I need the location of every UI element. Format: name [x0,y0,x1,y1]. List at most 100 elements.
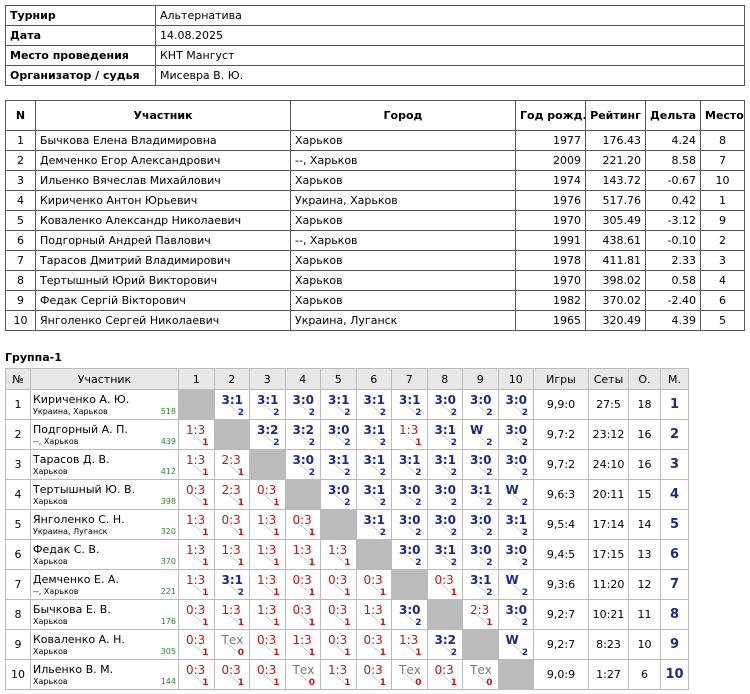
match-points: 2 [450,468,457,478]
cell: 8 [5,270,36,291]
match-points: 1 [273,678,280,688]
match-points: 2 [521,648,528,658]
score: 3:0 [470,513,492,527]
info-value: 14.08.2025 [155,25,745,46]
column-header: 2 [213,368,250,390]
match-points: 2 [308,438,315,448]
match-points: 0 [486,678,493,688]
info-label: Турнир [5,5,156,26]
cell: 5 [5,210,36,231]
score: 1:3 [257,513,277,527]
match-points: 1 [273,588,280,598]
match-points: 2 [486,498,493,508]
result-cell: Тех 0 [462,659,499,690]
diagonal-cell [178,389,215,420]
match-points: 2 [450,498,457,508]
diagonal-cell [355,539,392,570]
result-cell: 3:0 2 [426,479,463,510]
score: 0:3 [186,633,206,647]
cell: 221.20 [585,150,646,171]
score: 3:0 [434,513,457,527]
match-points: 2 [415,468,422,478]
score: 0:3 [221,663,241,677]
score: 1:3 [186,423,206,437]
match-points: 1 [379,648,386,658]
points: 16 [628,449,661,480]
cell: 8.58 [645,150,701,171]
score: Тех [292,663,315,677]
column-header: 1 [178,368,215,390]
match-points: 1 [450,588,457,598]
result-cell: 3:1 2 [426,449,463,480]
participant-row: 2 Демченко Егор Александрович --, Харьков 2… [5,150,745,171]
result-cell: 1:3 1 [213,599,250,630]
sets: 17:14 [588,509,629,540]
cell: --, Харьков [290,150,516,171]
player: Тарасов Д. В. Харьков 412 [30,449,179,480]
score: 1:3 [257,573,277,587]
match-points: 2 [308,468,315,478]
score: W [470,423,484,437]
sets: 24:10 [588,449,629,480]
cross-row: 8 Бычкова Е. В. Харьков 176 0:3 1 1:3 1 1:3 1 0:3 1… [5,599,689,630]
column-header: 6 [355,368,392,390]
score: 3:1 [363,513,386,527]
points: 10 [628,629,661,660]
score: 1:3 [292,543,312,557]
result-cell: 3:0 2 [497,449,534,480]
player: Тертышный Ю. В. Харьков 398 [30,479,179,510]
row-number: 8 [5,599,31,630]
score: 3:1 [328,453,350,467]
participant-row: 4 Кириченко Антон Юрьевич Украина, Харьков… [5,190,745,211]
group-title: Группа-1 [5,351,62,364]
result-cell: 0:3 1 [355,569,392,600]
cell: 1970 [515,270,586,291]
player-info: Украина, Харьков 518 [33,406,176,417]
score: 3:0 [399,543,421,557]
player-name: Ильенко В. М. [33,662,114,676]
result-cell: 3:0 2 [284,449,321,480]
score: 0:3 [292,603,312,617]
cell: Харьков [290,290,516,311]
place: 6 [660,539,689,570]
match-points: 2 [415,618,422,628]
result-cell: 3:1 2 [213,569,250,600]
points: 6 [628,659,661,690]
column-header: Рейтинг [585,100,646,131]
result-cell: 3:1 2 [426,419,463,450]
info-value: Альтернатива [155,5,745,26]
column-header: О. [628,368,661,390]
match-points: 1 [202,648,209,658]
participant-row: 3 Ильенко Вячеслав Михайлович Харьков 1974 1… [5,170,745,191]
score: 0:3 [434,663,454,677]
column-header: Участник [35,100,291,131]
sets: 20:11 [588,479,629,510]
diagonal-cell [213,419,250,450]
match-points: 1 [202,468,209,478]
match-points: 1 [273,498,280,508]
score: 0:3 [186,483,206,497]
games: 9,3:6 [533,569,589,600]
match-points: 1 [237,678,244,688]
cell: 2 [700,230,745,251]
result-cell: 0:3 1 [284,569,321,600]
match-points: 2 [521,588,528,598]
info-row: Дата 14.08.2025 [5,25,745,46]
score: 0:3 [186,663,206,677]
score: 3:0 [328,423,350,437]
match-points: 1 [379,618,386,628]
column-header: 10 [497,368,534,390]
sets: 8:23 [588,629,629,660]
player-city: Харьков [33,646,68,656]
result-cell: 3:1 2 [213,389,250,420]
result-cell: 1:3 1 [391,419,428,450]
points: 12 [628,569,661,600]
match-points: 2 [415,498,422,508]
score: 3:0 [505,603,528,617]
cell: 2 [5,150,36,171]
player: Янголенко С. Н. Украина, Луганск 320 [30,509,179,540]
player: Бычкова Е. В. Харьков 176 [30,599,179,630]
cell: -0.67 [645,170,701,191]
cell: Бычкова Елена Владимировна [35,130,291,151]
